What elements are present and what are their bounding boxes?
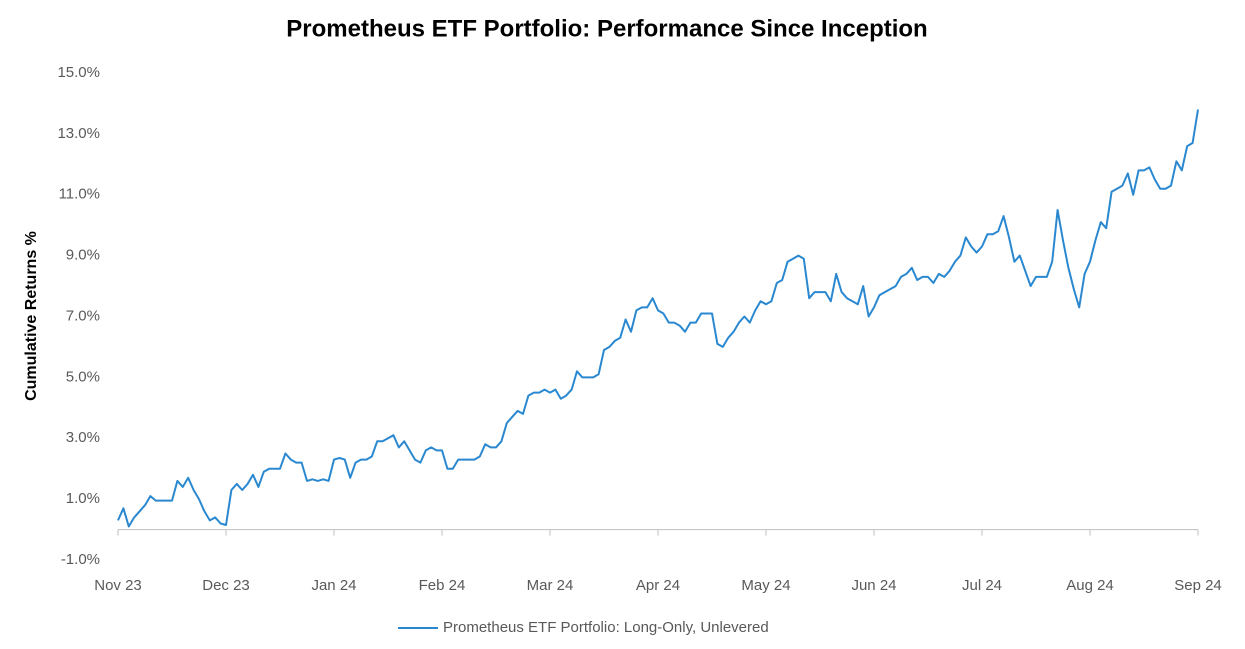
x-tick-label: Feb 24 <box>419 577 466 594</box>
y-tick-label: 13.0% <box>57 125 100 142</box>
y-tick-label: 9.0% <box>66 247 100 264</box>
y-tick-label: 5.0% <box>66 368 100 385</box>
x-tick-label: Sep 24 <box>1174 577 1222 594</box>
x-tick-label: Dec 23 <box>202 577 250 594</box>
y-tick-label: 3.0% <box>66 429 100 446</box>
x-tick-label: Apr 24 <box>636 577 680 594</box>
y-tick-label: 1.0% <box>66 490 100 507</box>
legend-label: Prometheus ETF Portfolio: Long-Only, Unl… <box>443 619 769 636</box>
x-tick-label: Nov 23 <box>94 577 142 594</box>
series-line <box>117 109 1199 528</box>
y-tick-label: 11.0% <box>59 186 100 203</box>
x-tick-label: Aug 24 <box>1066 577 1114 594</box>
y-tick-label: 15.0% <box>57 64 100 81</box>
x-tick-label: May 24 <box>741 577 790 594</box>
y-tick-label: 7.0% <box>66 307 100 324</box>
x-tick-label: Mar 24 <box>527 577 574 594</box>
y-axis-label: Cumulative Returns % <box>23 231 40 401</box>
y-tick-label: -1.0% <box>61 551 100 568</box>
x-tick-label: Jun 24 <box>851 577 896 594</box>
chart-title: Prometheus ETF Portfolio: Performance Si… <box>286 15 927 42</box>
x-tick-label: Jul 24 <box>962 577 1002 594</box>
x-tick-label: Jan 24 <box>311 577 356 594</box>
